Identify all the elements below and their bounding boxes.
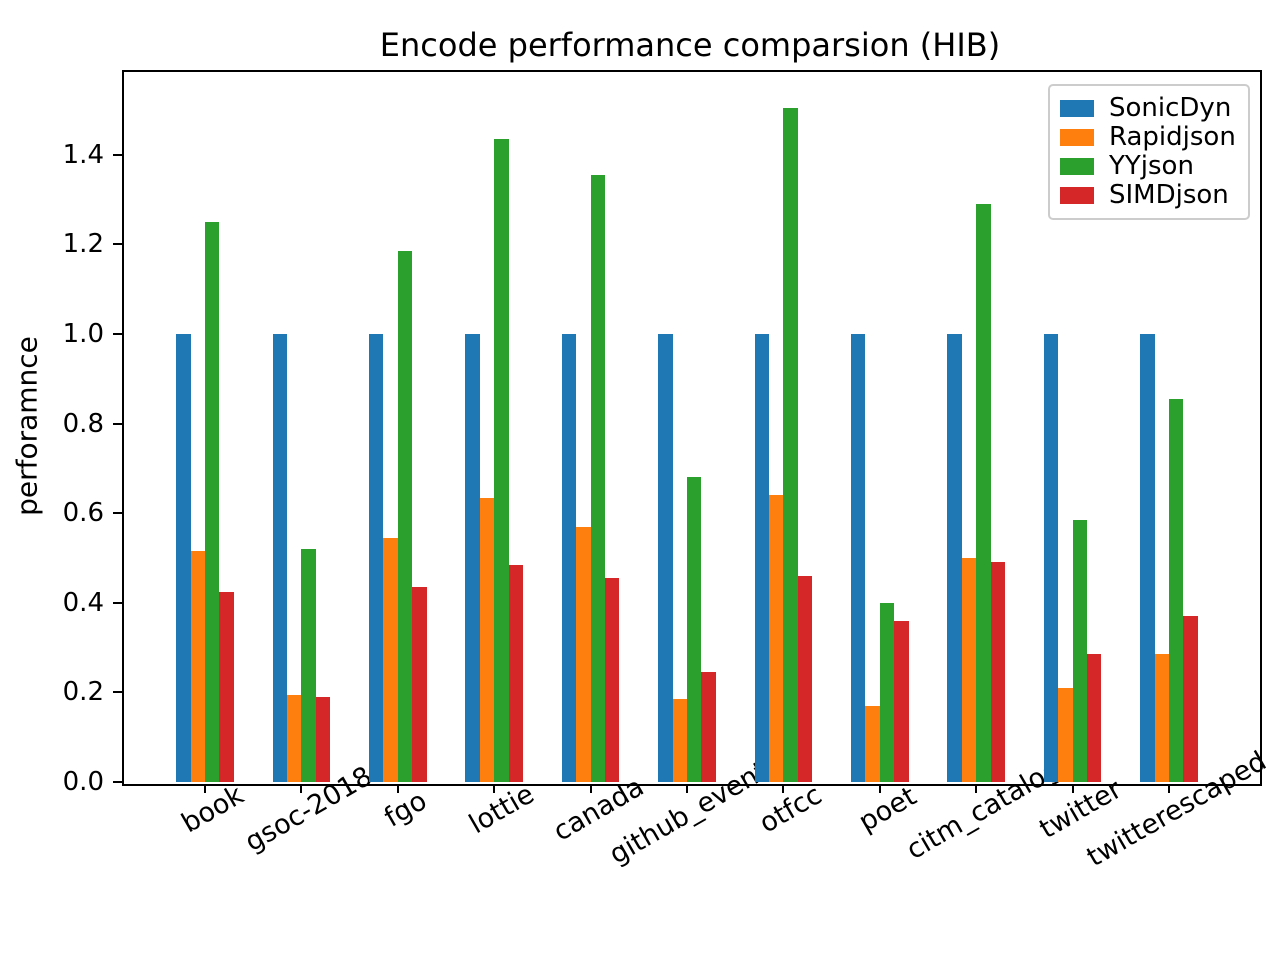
y-tick-label: 0.6 xyxy=(62,498,104,529)
bar-simdjson-otfcc xyxy=(797,575,813,782)
legend-item: Rapidjson xyxy=(1060,123,1238,152)
x-tick xyxy=(878,784,881,793)
bar-sonicdyn-canada xyxy=(561,334,577,782)
bar-yyjson-twitterescaped xyxy=(1169,398,1184,782)
y-tick xyxy=(113,601,122,604)
bar-rapidjson-fgo xyxy=(383,537,398,782)
bar-rapidjson-twitterescaped xyxy=(1154,654,1169,782)
bar-yyjson-twitter xyxy=(1072,519,1087,782)
bar-yyjson-poet xyxy=(879,602,895,782)
y-tick xyxy=(113,781,122,783)
bar-yyjson-canada xyxy=(590,174,605,782)
legend-swatch-icon xyxy=(1060,158,1094,175)
x-tick-label: book xyxy=(176,779,249,840)
bar-simdjson-citm_catalog xyxy=(990,562,1005,782)
legend: SonicDyn Rapidjson YYjson SIMDjson xyxy=(1048,84,1250,220)
bar-simdjson-lottie xyxy=(508,564,523,782)
x-tick xyxy=(300,784,303,793)
y-tick-label: 0.2 xyxy=(62,677,104,708)
y-tick-label: 0.0 xyxy=(62,767,104,797)
bar-yyjson-book xyxy=(205,222,220,782)
bar-sonicdyn-fgo xyxy=(369,334,384,782)
y-tick xyxy=(113,333,122,335)
bar-rapidjson-canada xyxy=(576,526,591,782)
legend-item: YYjson xyxy=(1060,152,1238,181)
y-tick-label: 0.4 xyxy=(62,587,104,618)
bar-yyjson-fgo xyxy=(397,251,413,782)
bar-rapidjson-gsoc-2018 xyxy=(287,694,302,782)
bar-rapidjson-github_events xyxy=(672,699,687,782)
y-tick-label: 0.8 xyxy=(62,408,104,439)
bar-simdjson-github_events xyxy=(701,672,716,782)
bar-sonicdyn-lottie xyxy=(465,334,480,782)
bar-sonicdyn-gsoc-2018 xyxy=(272,334,287,782)
x-tick xyxy=(589,784,592,793)
x-tick-label: otfcc xyxy=(754,779,828,840)
bar-simdjson-fgo xyxy=(412,587,427,782)
x-tick xyxy=(975,784,978,793)
bar-sonicdyn-citm_catalog xyxy=(947,334,962,782)
y-tick xyxy=(113,512,122,515)
bar-sonicdyn-twitterescaped xyxy=(1140,334,1155,782)
legend-swatch-icon xyxy=(1060,100,1094,117)
bar-rapidjson-otfcc xyxy=(769,495,784,782)
bar-yyjson-otfcc xyxy=(783,107,798,782)
y-tick xyxy=(113,153,122,156)
chart-title: Encode performance comparsion (HIB) xyxy=(379,26,1001,64)
bar-sonicdyn-poet xyxy=(851,334,866,782)
y-tick xyxy=(113,243,122,246)
x-tick-label: fgo xyxy=(379,785,432,834)
bar-sonicdyn-github_events xyxy=(658,334,673,782)
x-tick xyxy=(686,784,688,793)
bar-yyjson-github_events xyxy=(687,477,702,782)
legend-item: SIMDjson xyxy=(1060,181,1238,210)
bar-simdjson-twitter xyxy=(1087,654,1102,782)
x-tick-label: lottie xyxy=(464,778,540,841)
bar-yyjson-citm_catalog xyxy=(976,204,991,782)
legend-label: Rapidjson xyxy=(1109,122,1236,152)
bar-rapidjson-lottie xyxy=(479,497,495,782)
bar-simdjson-book xyxy=(219,591,234,782)
bar-simdjson-twitterescaped xyxy=(1183,616,1198,782)
bar-sonicdyn-book xyxy=(176,334,191,782)
x-tick xyxy=(204,784,206,793)
x-tick xyxy=(493,784,496,793)
x-tick-label: poet xyxy=(853,780,922,839)
bar-sonicdyn-otfcc xyxy=(754,334,769,782)
bar-rapidjson-twitter xyxy=(1058,687,1073,782)
bar-rapidjson-book xyxy=(190,551,205,782)
legend-label: SonicDyn xyxy=(1109,93,1232,123)
bar-rapidjson-poet xyxy=(865,705,880,782)
bar-simdjson-canada xyxy=(605,578,620,782)
y-tick-label: 1.2 xyxy=(62,229,104,260)
bar-sonicdyn-twitter xyxy=(1043,334,1059,782)
x-tick xyxy=(1168,784,1170,793)
x-tick xyxy=(1071,784,1074,793)
y-tick xyxy=(113,422,122,425)
legend-item: SonicDyn xyxy=(1060,94,1238,123)
x-tick xyxy=(782,784,785,793)
legend-label: SIMDjson xyxy=(1109,180,1229,210)
legend-label: YYjson xyxy=(1109,151,1194,181)
bar-yyjson-gsoc-2018 xyxy=(301,549,316,782)
bar-simdjson-poet xyxy=(894,620,909,782)
y-tick-label: 1.0 xyxy=(62,319,104,349)
legend-swatch-icon xyxy=(1060,129,1094,146)
bar-rapidjson-citm_catalog xyxy=(961,558,977,782)
y-tick-label: 1.4 xyxy=(62,139,104,170)
legend-swatch-icon xyxy=(1060,187,1094,204)
bar-simdjson-gsoc-2018 xyxy=(315,696,331,782)
bar-yyjson-lottie xyxy=(494,139,509,782)
y-tick xyxy=(113,691,122,694)
x-tick xyxy=(396,784,399,793)
